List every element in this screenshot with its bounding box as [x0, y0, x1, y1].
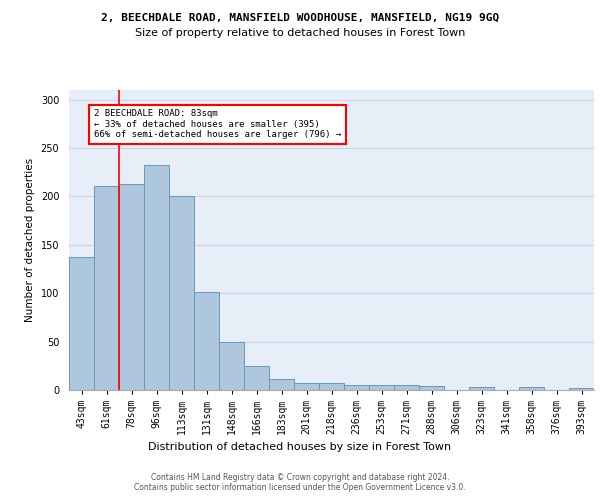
Bar: [519, 387, 544, 390]
Bar: [294, 383, 319, 390]
Bar: [244, 366, 269, 390]
Bar: [169, 196, 194, 390]
Bar: [144, 164, 169, 390]
Bar: [394, 385, 419, 390]
Y-axis label: Number of detached properties: Number of detached properties: [25, 158, 35, 322]
Text: Contains HM Land Registry data © Crown copyright and database right 2024.: Contains HM Land Registry data © Crown c…: [151, 472, 449, 482]
Bar: [219, 342, 244, 390]
Bar: [319, 383, 344, 390]
Bar: [69, 258, 94, 390]
Text: 2, BEECHDALE ROAD, MANSFIELD WOODHOUSE, MANSFIELD, NG19 9GQ: 2, BEECHDALE ROAD, MANSFIELD WOODHOUSE, …: [101, 12, 499, 22]
Text: Contains public sector information licensed under the Open Government Licence v3: Contains public sector information licen…: [134, 482, 466, 492]
Text: 2 BEECHDALE ROAD: 83sqm
← 33% of detached houses are smaller (395)
66% of semi-d: 2 BEECHDALE ROAD: 83sqm ← 33% of detache…: [94, 110, 341, 139]
Text: Size of property relative to detached houses in Forest Town: Size of property relative to detached ho…: [135, 28, 465, 38]
Bar: [94, 186, 119, 390]
Bar: [569, 388, 594, 390]
Text: Distribution of detached houses by size in Forest Town: Distribution of detached houses by size …: [148, 442, 452, 452]
Bar: [119, 184, 144, 390]
Bar: [469, 387, 494, 390]
Bar: [344, 385, 369, 390]
Bar: [194, 292, 219, 390]
Bar: [269, 380, 294, 390]
Bar: [419, 386, 444, 390]
Bar: [369, 385, 394, 390]
